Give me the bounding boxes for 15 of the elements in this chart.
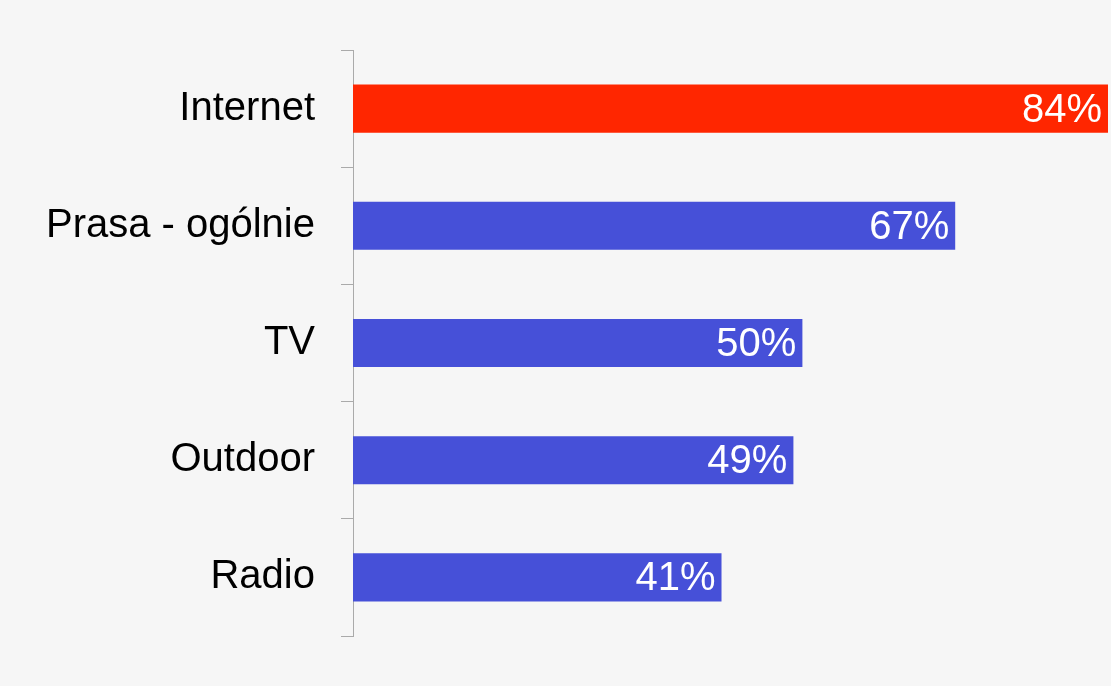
bar xyxy=(353,318,803,368)
data-label: 49% xyxy=(707,437,788,482)
bar xyxy=(353,84,1108,133)
data-label: 41% xyxy=(635,554,716,599)
y-tick-label: Internet xyxy=(179,83,315,128)
y-tick-label: TV xyxy=(263,318,316,363)
data-label: 50% xyxy=(716,320,797,365)
bar xyxy=(353,436,794,485)
y-tick-label: Radio xyxy=(210,552,315,597)
y-tick-label: Prasa - ogólnie xyxy=(45,200,315,245)
bar xyxy=(353,201,956,250)
data-label: 67% xyxy=(869,202,950,247)
y-tick-label: Outdoor xyxy=(170,435,315,480)
data-label: 84% xyxy=(1021,85,1102,130)
bar xyxy=(353,553,722,602)
